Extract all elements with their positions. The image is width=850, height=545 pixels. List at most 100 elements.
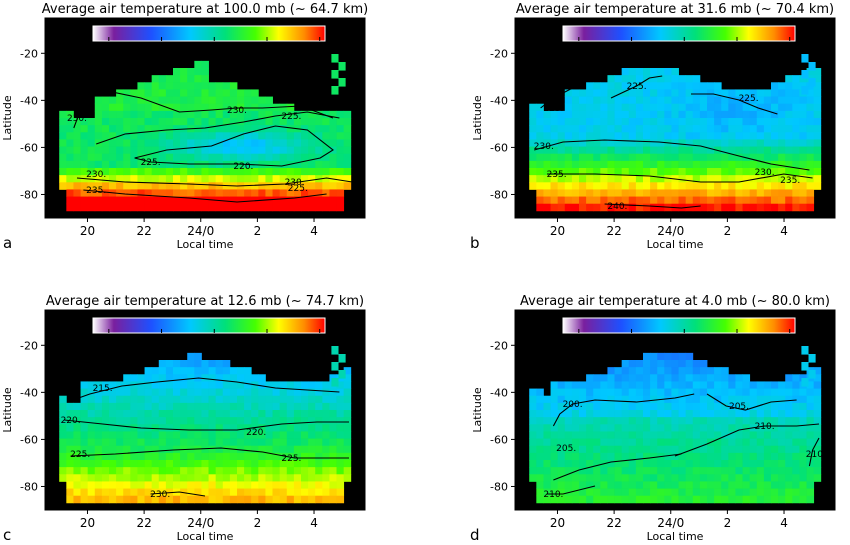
contour-label: 210.	[806, 450, 826, 460]
heatmap-cell	[621, 474, 630, 482]
heatmap-cell	[293, 452, 302, 461]
heatmap-cell	[194, 360, 202, 368]
heatmap-cell	[778, 417, 786, 425]
heatmap-cell	[593, 82, 601, 90]
heatmap-cell	[286, 196, 295, 205]
heatmap-cell	[707, 395, 715, 404]
heatmap-cell	[728, 175, 736, 183]
heatmap-cell	[229, 103, 238, 112]
heatmap-cell	[109, 452, 117, 461]
heatmap-cell	[621, 168, 630, 176]
heatmap-cell	[579, 488, 587, 497]
heatmap-cell	[536, 125, 544, 133]
heatmap-cell	[650, 182, 658, 190]
heatmap-cell	[799, 96, 807, 105]
heatmap-cell	[586, 410, 594, 418]
heatmap-cell	[315, 438, 323, 447]
heatmap-cell	[678, 139, 687, 147]
heatmap-cell	[322, 445, 330, 454]
heatmap-cell	[571, 417, 580, 425]
heatmap-cell	[600, 495, 608, 504]
heatmap-cell	[614, 417, 623, 425]
heatmap-cell	[286, 203, 295, 212]
heatmap-cell	[671, 424, 679, 432]
contour-line	[553, 453, 682, 481]
heatmap-cell	[66, 203, 74, 212]
heatmap-cell	[293, 153, 302, 162]
heatmap-cell	[66, 495, 74, 504]
heatmap-cell	[529, 417, 537, 425]
heatmap-cell	[763, 118, 772, 126]
heatmap-cell	[635, 96, 644, 105]
heatmap-cell	[194, 431, 202, 439]
heatmap-cell	[564, 110, 573, 119]
heatmap-cell	[564, 460, 573, 468]
heatmap-cell	[158, 395, 167, 404]
heatmap-cell	[343, 367, 352, 375]
heatmap-cell	[165, 417, 174, 425]
heatmap-cell	[550, 146, 559, 155]
heatmap-cell	[180, 417, 188, 425]
heatmap-cell	[301, 153, 309, 162]
heatmap-cell	[621, 132, 630, 140]
heatmap-cell	[101, 168, 110, 176]
heatmap-cell	[671, 388, 679, 397]
heatmap-cell	[813, 168, 822, 176]
heatmap-cell	[692, 196, 701, 205]
heatmap-cell	[144, 146, 153, 155]
heatmap-cell	[749, 460, 758, 468]
heatmap-cell	[792, 168, 800, 176]
heatmap-cell	[650, 160, 658, 169]
heatmap-cell	[678, 160, 687, 169]
heatmap-cell	[258, 438, 266, 447]
heatmap-cell	[593, 452, 601, 461]
heatmap-cell	[728, 417, 736, 425]
heatmap-cell	[343, 424, 352, 432]
heatmap-cell	[593, 388, 601, 397]
heatmap-cell	[272, 424, 281, 432]
heatmap-cell	[671, 488, 679, 497]
heatmap-cell	[322, 203, 330, 212]
heatmap-cell	[229, 139, 238, 147]
heatmap-cell	[244, 168, 252, 176]
heatmap-cell	[593, 410, 601, 418]
heatmap-cell	[650, 395, 658, 404]
heatmap-cell	[194, 146, 202, 155]
heatmap-cell	[607, 139, 615, 147]
heatmap-cell	[756, 388, 765, 397]
heatmap-cell	[137, 175, 145, 183]
heatmap-cell	[742, 175, 751, 183]
heatmap-cell	[165, 103, 174, 112]
heatmap-cell	[778, 481, 786, 489]
heatmap-cell	[742, 132, 751, 140]
heatmap-cell	[600, 153, 608, 162]
heatmap-cell	[771, 196, 779, 205]
heatmap-cell	[785, 132, 793, 140]
heatmap-cell	[279, 139, 288, 147]
heatmap-cell	[293, 110, 302, 119]
heatmap-cell	[336, 182, 345, 190]
heatmap-cell	[799, 488, 807, 497]
heatmap-cell	[536, 189, 544, 197]
heatmap-cell	[59, 182, 67, 190]
heatmap-cell	[749, 431, 758, 439]
heatmap-cell	[308, 431, 316, 439]
colorbar-tick-label: 210	[151, 335, 172, 348]
heatmap-cell	[222, 360, 231, 368]
heatmap-cell	[657, 125, 665, 133]
heatmap-cell	[756, 445, 765, 454]
heatmap-cell	[301, 125, 309, 133]
heatmap-cell	[621, 68, 630, 76]
heatmap-cell	[671, 96, 679, 105]
heatmap-cell	[607, 452, 615, 461]
heatmap-cell	[571, 410, 580, 418]
heatmap-cell	[66, 452, 74, 461]
heatmap-cell	[771, 495, 779, 504]
heatmap-cell	[614, 395, 623, 404]
heatmap-cell	[258, 139, 266, 147]
heatmap-cell	[728, 96, 736, 105]
heatmap-cell	[721, 175, 729, 183]
heatmap-cell	[714, 367, 722, 375]
heatmap-cell	[258, 495, 266, 504]
heatmap-cell	[137, 395, 145, 404]
